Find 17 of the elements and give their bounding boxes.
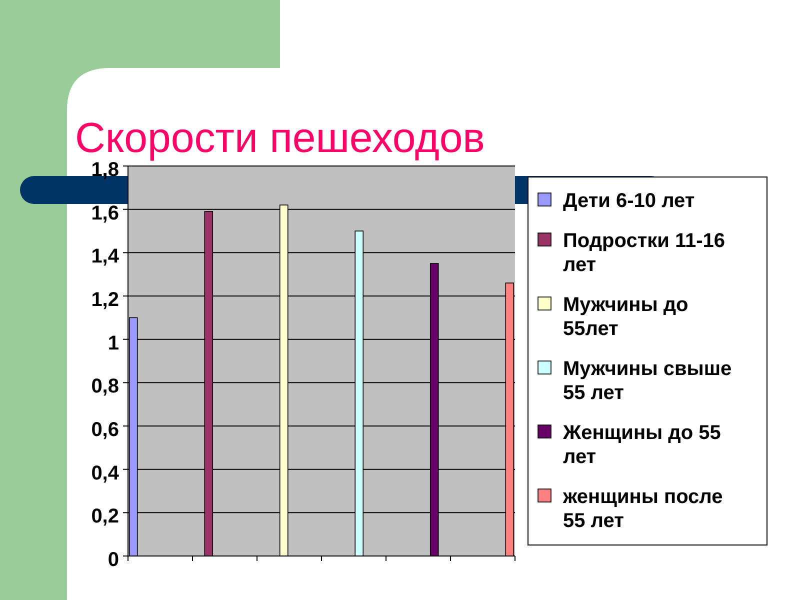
legend-label: женщины после 55 лет (562, 486, 723, 532)
chart-title: Скорости пешеходов (75, 114, 485, 161)
legend-label: Мужчины свыше 55 лет (563, 358, 732, 404)
y-tick-label: 0,6 (91, 419, 119, 441)
y-tick-label: 1,8 (91, 159, 119, 181)
y-tick-label: 0,4 (91, 462, 120, 484)
y-tick-label: 1,6 (91, 202, 119, 224)
y-tick-label: 1 (108, 332, 119, 354)
y-tick-label: 0,2 (91, 506, 119, 528)
y-tick-label: 1,2 (91, 289, 119, 311)
y-tick-label: 0,8 (91, 376, 119, 398)
legend-label: Дети 6-10 лет (563, 190, 695, 212)
y-tick-label: 0 (108, 549, 119, 571)
y-tick-label: 1,4 (91, 246, 120, 268)
legend-label: Женщины до 55 лет (562, 422, 721, 468)
legend-label: Подростки 11-16 лет (563, 230, 726, 276)
legend-label: Мужчины до 55лет (563, 294, 688, 340)
